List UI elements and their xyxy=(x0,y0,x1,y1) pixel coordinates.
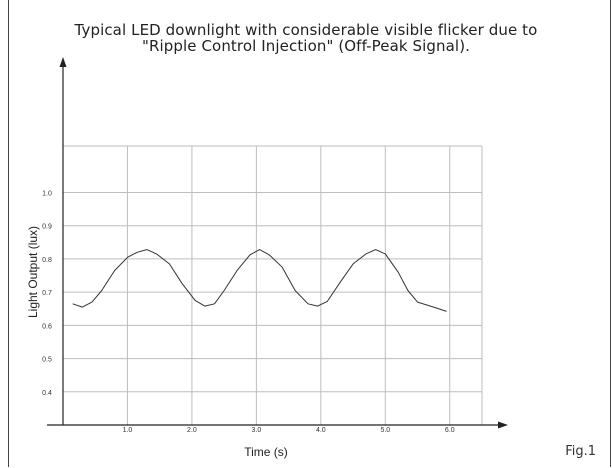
y-tick-label: 0.9 xyxy=(42,224,52,231)
y-axis-label: Light Output (lux) xyxy=(26,226,40,318)
tick-labels: 0.4 0.5 0.6 0.7 0.8 0.9 1.0 1.0 2.0 3.0 4.0 5.0 6.0 xyxy=(42,191,455,435)
page-frame xyxy=(8,0,611,467)
figure-caption: Fig.1 xyxy=(565,444,596,459)
y-tick-label: 0.8 xyxy=(42,257,52,264)
x-tick-label: 5.0 xyxy=(380,427,390,434)
x-tick-label: 3.0 xyxy=(252,427,262,434)
x-tick-label: 4.0 xyxy=(316,427,326,434)
y-tick-label: 0.7 xyxy=(42,290,52,297)
x-tick-label: 2.0 xyxy=(187,427,197,434)
chart-title-line-2: "Ripple Control Injection" (Off-Peak Sig… xyxy=(141,37,471,55)
y-tick-label: 0.6 xyxy=(42,323,52,330)
series-layer xyxy=(72,249,447,312)
x-tick-label: 1.0 xyxy=(123,427,133,434)
y-tick-label: 0.4 xyxy=(42,390,52,397)
grid xyxy=(63,145,483,425)
y-tick-label: 1.0 xyxy=(42,191,52,198)
y-tick-label: 0.5 xyxy=(42,357,52,364)
x-axis-label: Time (s) xyxy=(244,445,288,459)
chart-title-line-1: Typical LED downlight with considerable … xyxy=(74,21,538,39)
x-tick-label: 6.0 xyxy=(445,427,455,434)
axes xyxy=(47,57,508,429)
light-output-line xyxy=(72,249,447,312)
